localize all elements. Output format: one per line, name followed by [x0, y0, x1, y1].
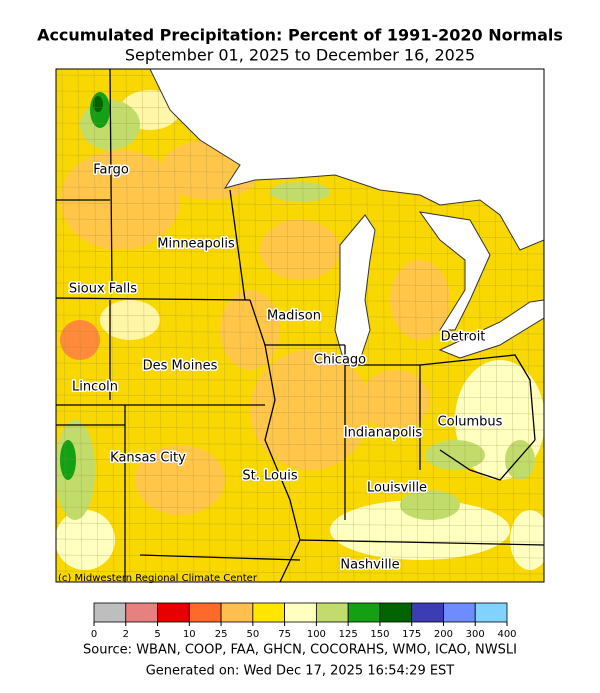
generated: Generated on: Wed Dec 17, 2025 16:54:29 … [146, 664, 455, 679]
legend-tick-label: 200 [434, 629, 453, 640]
legend-swatch [125, 602, 158, 623]
city-label: Minneapolis [157, 237, 235, 252]
state-borders [56, 69, 544, 582]
city-label: Kansas City [110, 451, 186, 466]
legend-swatch [315, 602, 349, 623]
city-label: Fargo [93, 163, 129, 178]
legend-swatch [379, 602, 413, 623]
city-label: Des Moines [143, 359, 218, 374]
legend-tick-label: 10 [183, 629, 196, 640]
legend-tick-label: 175 [402, 629, 421, 640]
legend-swatch [220, 602, 254, 623]
lake-huron [418, 211, 491, 331]
city-label: Nashville [340, 558, 399, 573]
precip-patches [56, 90, 544, 570]
lake-superior-canada [149, 69, 544, 251]
subtitle: September 01, 2025 to December 16, 2025 [125, 46, 475, 65]
source: Source: WBAN, COOP, FAA, GHCN, COCORAHS,… [83, 643, 517, 658]
city-label: Lincoln [72, 380, 118, 395]
legend-tick-label: 5 [154, 629, 160, 640]
map: Fargo Minneapolis Sioux Falls Madison Detroi… [56, 69, 544, 582]
credit: (c) Midwestern Regional Climate Center [58, 573, 258, 584]
legend-tick-label: 300 [466, 629, 485, 640]
legend: 0 2 5 10 25 50 75 100 125 150 175 200 300 400 [91, 602, 517, 640]
legend-swatch [93, 602, 127, 623]
legend-tick-label: 75 [278, 629, 291, 640]
legend-swatch [474, 602, 508, 623]
legend-tick-label: 150 [370, 629, 389, 640]
legend-tick-label: 400 [497, 629, 516, 640]
city-label: Louisville [367, 481, 427, 496]
city-label: Indianapolis [344, 426, 423, 441]
legend-tick-label: 25 [215, 629, 228, 640]
legend-swatch [411, 602, 444, 623]
legend-tick-label: 2 [123, 629, 129, 640]
city-label: Madison [267, 309, 321, 324]
legend-swatch [347, 602, 381, 623]
legend-tick-label: 125 [339, 629, 358, 640]
lake-michigan [334, 214, 376, 366]
lake-erie [438, 299, 544, 359]
legend-swatch [252, 602, 286, 623]
legend-swatch [443, 602, 476, 623]
city-label: Sioux Falls [69, 282, 137, 297]
legend-tick-label: 100 [307, 629, 326, 640]
city-label: Detroit [441, 330, 486, 345]
legend-tick-label: 0 [91, 629, 97, 640]
legend-swatch [284, 602, 317, 623]
title: Accumulated Precipitation: Percent of 19… [37, 26, 563, 45]
map-frame [55, 68, 545, 583]
city-label: St. Louis [242, 469, 297, 484]
city-label: Chicago [314, 353, 366, 368]
city-label: Columbus [438, 415, 503, 430]
legend-tick-label: 50 [246, 629, 259, 640]
legend-swatch [188, 602, 222, 623]
legend-swatch [157, 602, 190, 623]
